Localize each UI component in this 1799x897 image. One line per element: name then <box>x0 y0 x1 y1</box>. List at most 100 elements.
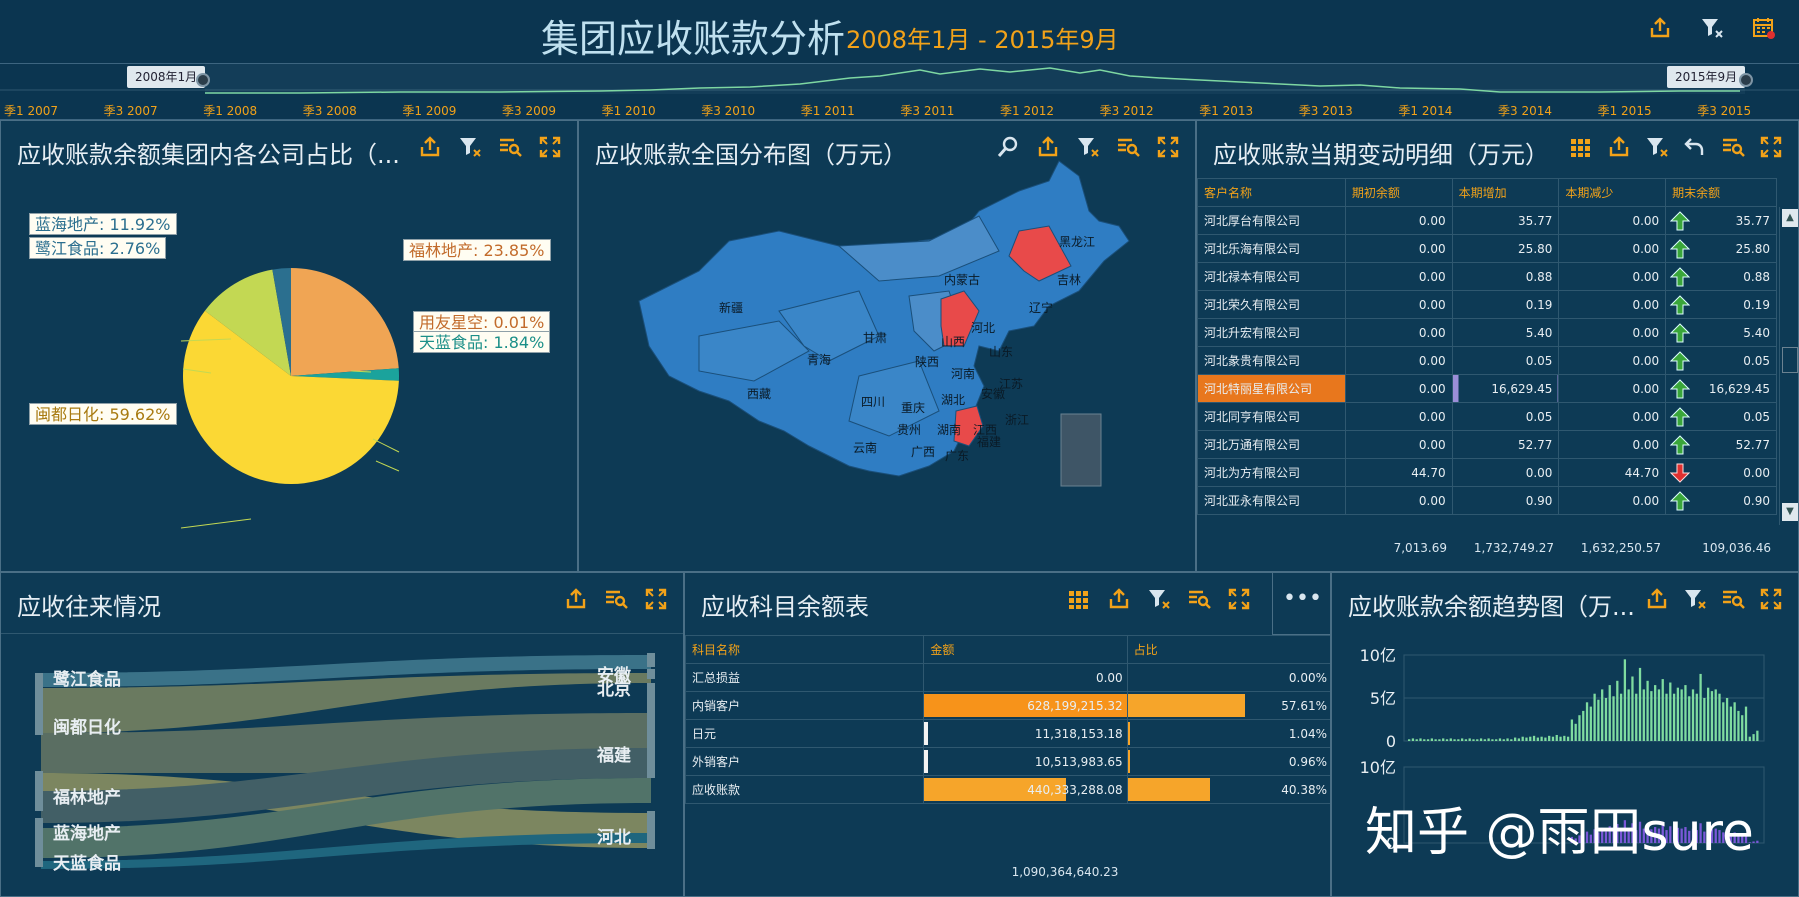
trend-bar[interactable] <box>1491 739 1494 741</box>
trend-bottom-bar[interactable] <box>1604 831 1608 843</box>
trend-bar[interactable] <box>1657 689 1661 741</box>
trend-bar[interactable] <box>1722 702 1725 741</box>
trend-bar[interactable] <box>1585 702 1589 741</box>
clear-filter-icon[interactable] <box>457 135 483 161</box>
timeline-start-knob[interactable] <box>196 73 210 87</box>
export-icon[interactable] <box>563 587 589 613</box>
trend-bar[interactable] <box>1582 710 1585 741</box>
trend-bottom-bar[interactable] <box>1593 829 1596 843</box>
trend-bottom-bar[interactable] <box>1612 830 1615 843</box>
fullscreen-icon[interactable] <box>1758 587 1784 613</box>
trend-bottom-bar[interactable] <box>1650 829 1653 843</box>
table-row[interactable]: 河北禄本有限公司 0.00 0.88 0.00 0.88 <box>1197 262 1777 291</box>
columns-icon[interactable] <box>1568 135 1594 161</box>
trend-bar[interactable] <box>1487 738 1490 741</box>
trend-bar[interactable] <box>1748 736 1751 741</box>
trend-bar[interactable] <box>1676 687 1680 741</box>
fullscreen-icon[interactable] <box>1155 135 1181 161</box>
trend-bottom-bar[interactable] <box>1657 828 1661 843</box>
trend-bottom-bar[interactable] <box>1646 825 1649 843</box>
columns-icon[interactable] <box>1066 587 1092 613</box>
trend-bar[interactable] <box>1540 736 1543 741</box>
trend-bar[interactable] <box>1619 693 1623 741</box>
trend-bottom-bar[interactable] <box>1669 826 1672 843</box>
trend-bar[interactable] <box>1589 706 1592 741</box>
scroll-thumb[interactable] <box>1782 347 1798 373</box>
search-list-icon[interactable] <box>1720 135 1746 161</box>
trend-bar[interactable] <box>1638 667 1642 741</box>
trend-bar[interactable] <box>1574 723 1577 741</box>
pie-slice[interactable] <box>182 310 399 484</box>
pie-slice[interactable] <box>272 268 291 376</box>
trend-bottom-bar[interactable] <box>1676 827 1680 843</box>
customer-name-cell[interactable]: 河北万通有限公司 <box>1197 430 1346 459</box>
subject-name-cell[interactable]: 内销客户 <box>685 691 925 720</box>
table-row[interactable]: 河北彖贵有限公司 0.00 0.05 0.00 0.05 <box>1197 346 1777 375</box>
pie-slice[interactable] <box>291 368 399 376</box>
export-icon[interactable] <box>417 135 443 161</box>
trend-bar[interactable] <box>1650 691 1653 741</box>
table-row[interactable]: 内销客户 628,199,215.32 57.61% <box>685 691 1330 720</box>
timeline-end-knob[interactable] <box>1739 73 1753 87</box>
trend-bar[interactable] <box>1684 685 1687 741</box>
clear-filter-icon[interactable] <box>1682 587 1708 613</box>
trend-bar[interactable] <box>1710 691 1714 741</box>
sankey-left-node-bar[interactable] <box>35 818 43 858</box>
sankey-left-node-bar[interactable] <box>35 771 43 811</box>
undo-icon[interactable] <box>1682 135 1708 161</box>
table-row[interactable]: 河北为方有限公司 44.70 0.00 44.70 0.00 <box>1197 458 1777 487</box>
more-icon[interactable]: ••• <box>1272 573 1330 635</box>
customer-name-cell[interactable]: 河北彖贵有限公司 <box>1197 346 1346 375</box>
trend-bar[interactable] <box>1411 738 1415 741</box>
trend-bottom-bar[interactable] <box>1729 833 1733 843</box>
col-header[interactable]: 客户名称 <box>1197 178 1346 207</box>
trend-bar[interactable] <box>1510 739 1513 741</box>
timeline-start-handle[interactable]: 2008年1月 <box>127 66 206 88</box>
col-header[interactable]: 本期减少 <box>1558 178 1667 207</box>
trend-bar[interactable] <box>1737 710 1740 741</box>
sankey-right-node-bar[interactable] <box>647 811 655 849</box>
trend-bar[interactable] <box>1672 693 1676 741</box>
search-list-icon[interactable] <box>497 135 523 161</box>
china-map[interactable] <box>579 121 1196 572</box>
trend-bar[interactable] <box>1513 737 1517 741</box>
trend-bar[interactable] <box>1548 735 1551 741</box>
trend-bar[interactable] <box>1438 739 1441 741</box>
trend-bar[interactable] <box>1525 737 1528 741</box>
trend-bar[interactable] <box>1521 736 1524 741</box>
trend-bar[interactable] <box>1442 738 1445 741</box>
trend-bottom-bar[interactable] <box>1741 836 1744 843</box>
trend-bottom-bar[interactable] <box>1680 828 1683 843</box>
trend-bar[interactable] <box>1631 676 1634 742</box>
customer-name-cell[interactable]: 河北同亨有限公司 <box>1197 402 1346 431</box>
clear-filter-icon[interactable] <box>1644 135 1670 161</box>
search-list-icon[interactable] <box>1115 135 1141 161</box>
trend-bar[interactable] <box>1426 739 1430 741</box>
trend-bottom-bar[interactable] <box>1733 832 1736 843</box>
trend-bar[interactable] <box>1744 706 1748 741</box>
trend-bottom-bar[interactable] <box>1642 828 1645 843</box>
trend-bar[interactable] <box>1532 735 1536 741</box>
trend-bar[interactable] <box>1476 739 1479 741</box>
trend-bar[interactable] <box>1665 693 1668 741</box>
customer-name-cell[interactable]: 河北荣久有限公司 <box>1197 290 1346 319</box>
subject-name-cell[interactable]: 外销客户 <box>685 747 925 776</box>
trend-bar[interactable] <box>1472 739 1475 741</box>
trend-bottom-bar[interactable] <box>1688 830 1691 843</box>
trend-bar[interactable] <box>1714 689 1717 741</box>
trend-bottom-bar[interactable] <box>1744 833 1748 843</box>
trend-bar[interactable] <box>1691 689 1695 741</box>
trend-bar[interactable] <box>1430 738 1433 741</box>
trend-bar[interactable] <box>1703 698 1706 741</box>
trend-bar[interactable] <box>1725 698 1729 741</box>
trend-bottom-bar[interactable] <box>1601 827 1604 843</box>
trend-bottom-bar[interactable] <box>1616 824 1619 843</box>
trend-bottom-bar[interactable] <box>1570 836 1574 843</box>
trend-bottom-bar[interactable] <box>1672 830 1676 843</box>
sankey-left-node-bar[interactable] <box>35 673 43 687</box>
calendar-icon[interactable] <box>1751 16 1777 42</box>
trend-bar[interactable] <box>1415 739 1418 741</box>
trend-bar[interactable] <box>1506 738 1509 741</box>
trend-bar[interactable] <box>1483 739 1486 741</box>
trend-bar[interactable] <box>1464 739 1468 741</box>
